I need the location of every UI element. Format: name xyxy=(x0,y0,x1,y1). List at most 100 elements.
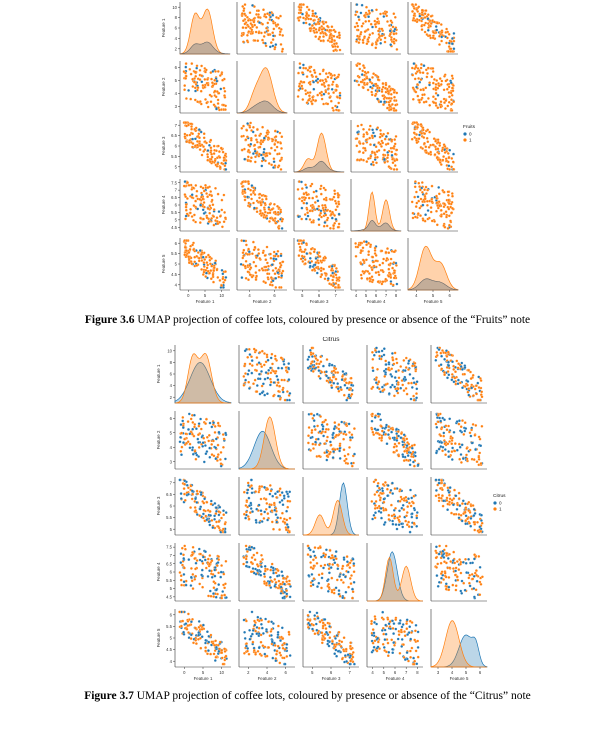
point-class0 xyxy=(418,80,422,84)
point-class1 xyxy=(368,124,372,128)
point-class1 xyxy=(213,159,217,163)
point-class1 xyxy=(387,513,391,517)
point-class1 xyxy=(459,571,463,575)
point-class0 xyxy=(218,505,222,509)
point-class1 xyxy=(355,10,359,14)
point-class1 xyxy=(356,24,360,28)
point-class0 xyxy=(336,382,340,385)
point-class1 xyxy=(444,210,448,214)
point-class0 xyxy=(401,455,405,459)
point-class0 xyxy=(250,491,254,495)
point-class1 xyxy=(219,146,223,150)
point-class0 xyxy=(308,23,312,26)
point-class0 xyxy=(447,373,451,377)
point-class1 xyxy=(374,499,378,503)
point-class0 xyxy=(201,441,205,445)
point-class1 xyxy=(284,577,288,581)
point-class1 xyxy=(367,36,371,39)
point-class1 xyxy=(473,528,477,532)
point-class1 xyxy=(274,571,278,575)
point-class1 xyxy=(307,17,311,21)
point-class1 xyxy=(421,147,425,150)
point-class1 xyxy=(316,358,320,362)
point-class0 xyxy=(314,257,318,260)
ylabel: Feature 1 xyxy=(162,18,166,37)
point-class1 xyxy=(216,219,219,223)
point-class0 xyxy=(206,574,210,578)
point-class0 xyxy=(214,446,218,450)
point-class1 xyxy=(254,256,258,260)
ytick-label: 4.5 xyxy=(171,272,177,277)
point-class1 xyxy=(426,140,430,144)
point-class1 xyxy=(445,41,448,45)
point-class1 xyxy=(392,144,396,148)
point-class1 xyxy=(423,16,427,19)
point-class1 xyxy=(323,555,327,559)
point-class1 xyxy=(319,39,323,43)
point-class1 xyxy=(470,428,474,432)
point-class1 xyxy=(396,381,400,384)
point-class1 xyxy=(279,356,283,360)
point-class1 xyxy=(444,544,448,548)
point-class1 xyxy=(447,214,451,218)
point-class0 xyxy=(244,564,248,568)
point-class0 xyxy=(447,455,451,459)
point-class1 xyxy=(471,373,475,377)
point-class0 xyxy=(266,518,269,522)
point-class0 xyxy=(250,478,253,482)
point-class1 xyxy=(337,427,341,431)
point-class1 xyxy=(371,430,375,434)
point-class1 xyxy=(191,85,195,88)
point-class1 xyxy=(391,25,395,29)
point-class1 xyxy=(396,430,400,433)
point-class0 xyxy=(438,440,442,444)
point-class1 xyxy=(363,70,367,74)
point-class1 xyxy=(386,367,390,371)
point-class1 xyxy=(304,183,308,187)
point-class1 xyxy=(374,145,378,149)
point-class1 xyxy=(436,147,440,151)
xtick-label: 4 xyxy=(415,293,418,298)
ytick-label: 5 xyxy=(170,430,173,435)
point-class1 xyxy=(328,28,332,32)
point-class1 xyxy=(434,97,438,101)
point-class1 xyxy=(268,377,272,381)
point-class1 xyxy=(303,258,307,262)
point-class1 xyxy=(407,525,411,529)
point-class1 xyxy=(379,496,382,500)
point-class1 xyxy=(394,39,398,42)
point-class1 xyxy=(301,71,305,75)
point-class0 xyxy=(454,494,458,498)
point-class0 xyxy=(386,150,390,154)
point-class1 xyxy=(260,267,264,271)
point-class1 xyxy=(210,257,213,260)
point-class0 xyxy=(443,448,447,451)
point-class1 xyxy=(439,561,443,565)
point-class1 xyxy=(389,503,393,507)
point-class0 xyxy=(393,27,397,31)
point-class1 xyxy=(442,190,446,194)
point-class1 xyxy=(271,20,275,23)
point-class1 xyxy=(222,158,226,162)
point-class0 xyxy=(271,566,275,570)
point-class1 xyxy=(208,193,212,197)
point-class1 xyxy=(333,286,337,289)
point-class1 xyxy=(202,145,205,149)
point-class0 xyxy=(213,566,217,569)
point-class1 xyxy=(273,577,277,581)
ytick-label: 4.5 xyxy=(171,225,177,230)
point-class1 xyxy=(342,437,346,441)
point-class1 xyxy=(400,497,404,501)
point-class1 xyxy=(430,197,434,201)
point-class0 xyxy=(478,525,482,529)
subplot xyxy=(430,345,487,404)
point-class1 xyxy=(372,433,376,436)
point-class1 xyxy=(209,594,213,598)
point-class0 xyxy=(334,217,338,221)
point-class1 xyxy=(242,9,246,13)
point-class1 xyxy=(372,264,376,268)
point-class0 xyxy=(413,451,417,454)
